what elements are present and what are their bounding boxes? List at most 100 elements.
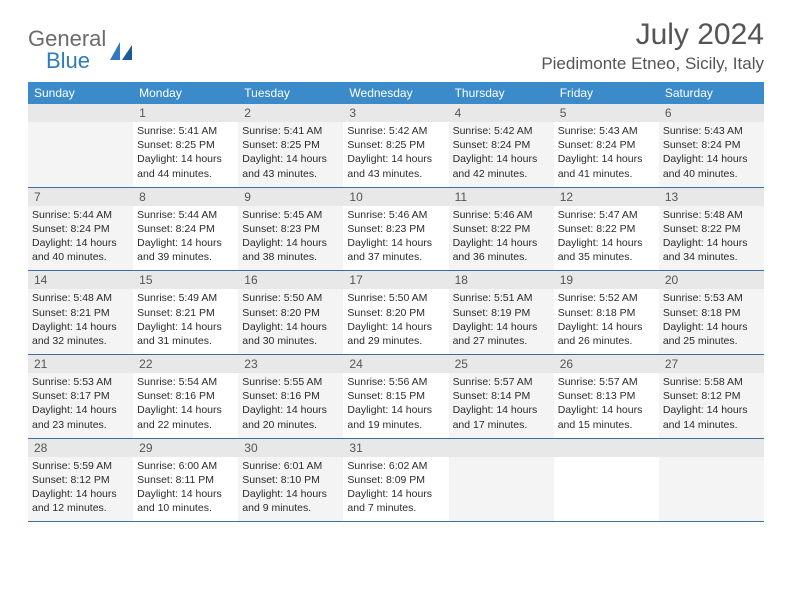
daylight-text: Daylight: 14 hours and 35 minutes. <box>558 236 655 264</box>
sunset-text: Sunset: 8:20 PM <box>242 306 339 320</box>
daylight-text: Daylight: 14 hours and 38 minutes. <box>242 236 339 264</box>
sunrise-text: Sunrise: 5:50 AM <box>347 291 444 305</box>
sunrise-text: Sunrise: 5:43 AM <box>663 124 760 138</box>
daylight-text: Daylight: 14 hours and 7 minutes. <box>347 487 444 515</box>
sunset-text: Sunset: 8:25 PM <box>137 138 234 152</box>
day-cell: Sunrise: 6:00 AMSunset: 8:11 PMDaylight:… <box>133 457 238 522</box>
daylight-text: Daylight: 14 hours and 15 minutes. <box>558 403 655 431</box>
sunrise-text: Sunrise: 5:41 AM <box>242 124 339 138</box>
calendar-grid: Sunday Monday Tuesday Wednesday Thursday… <box>28 82 764 522</box>
day-number <box>28 104 133 122</box>
daylight-text: Daylight: 14 hours and 30 minutes. <box>242 320 339 348</box>
sunset-text: Sunset: 8:24 PM <box>453 138 550 152</box>
daylight-text: Daylight: 14 hours and 39 minutes. <box>137 236 234 264</box>
sunrise-text: Sunrise: 5:59 AM <box>32 459 129 473</box>
sunrise-text: Sunrise: 6:00 AM <box>137 459 234 473</box>
day-number: 23 <box>238 355 343 373</box>
week-row: Sunrise: 5:44 AMSunset: 8:24 PMDaylight:… <box>28 206 764 272</box>
sunset-text: Sunset: 8:21 PM <box>32 306 129 320</box>
sunset-text: Sunset: 8:24 PM <box>663 138 760 152</box>
day-cell: Sunrise: 5:41 AMSunset: 8:25 PMDaylight:… <box>133 122 238 187</box>
daylight-text: Daylight: 14 hours and 43 minutes. <box>242 152 339 180</box>
sunrise-text: Sunrise: 5:46 AM <box>347 208 444 222</box>
sunset-text: Sunset: 8:12 PM <box>663 389 760 403</box>
day-number: 30 <box>238 439 343 457</box>
sunrise-text: Sunrise: 5:54 AM <box>137 375 234 389</box>
week-row: Sunrise: 5:53 AMSunset: 8:17 PMDaylight:… <box>28 373 764 439</box>
sunrise-text: Sunrise: 5:41 AM <box>137 124 234 138</box>
day-cell <box>659 457 764 522</box>
day-cell: Sunrise: 5:49 AMSunset: 8:21 PMDaylight:… <box>133 289 238 354</box>
sunrise-text: Sunrise: 5:42 AM <box>347 124 444 138</box>
sunrise-text: Sunrise: 5:44 AM <box>32 208 129 222</box>
daylight-text: Daylight: 14 hours and 40 minutes. <box>32 236 129 264</box>
sunset-text: Sunset: 8:24 PM <box>137 222 234 236</box>
daylight-text: Daylight: 14 hours and 26 minutes. <box>558 320 655 348</box>
day-number-row: 28293031 <box>28 439 764 457</box>
sunset-text: Sunset: 8:16 PM <box>242 389 339 403</box>
weeks-container: 123456Sunrise: 5:41 AMSunset: 8:25 PMDay… <box>28 104 764 522</box>
sunset-text: Sunset: 8:24 PM <box>558 138 655 152</box>
sunrise-text: Sunrise: 5:42 AM <box>453 124 550 138</box>
sunrise-text: Sunrise: 5:46 AM <box>453 208 550 222</box>
sunrise-text: Sunrise: 5:58 AM <box>663 375 760 389</box>
day-number: 1 <box>133 104 238 122</box>
day-number: 2 <box>238 104 343 122</box>
day-number-row: 123456 <box>28 104 764 122</box>
daylight-text: Daylight: 14 hours and 41 minutes. <box>558 152 655 180</box>
day-number <box>449 439 554 457</box>
sunset-text: Sunset: 8:12 PM <box>32 473 129 487</box>
day-cell: Sunrise: 5:52 AMSunset: 8:18 PMDaylight:… <box>554 289 659 354</box>
day-number <box>554 439 659 457</box>
sunrise-text: Sunrise: 5:57 AM <box>453 375 550 389</box>
day-cell: Sunrise: 5:46 AMSunset: 8:22 PMDaylight:… <box>449 206 554 271</box>
day-cell: Sunrise: 5:50 AMSunset: 8:20 PMDaylight:… <box>343 289 448 354</box>
sunset-text: Sunset: 8:25 PM <box>242 138 339 152</box>
sunrise-text: Sunrise: 5:53 AM <box>663 291 760 305</box>
day-number: 3 <box>343 104 448 122</box>
sail-icon <box>110 42 136 60</box>
sunrise-text: Sunrise: 5:44 AM <box>137 208 234 222</box>
day-cell: Sunrise: 5:43 AMSunset: 8:24 PMDaylight:… <box>554 122 659 187</box>
daylight-text: Daylight: 14 hours and 19 minutes. <box>347 403 444 431</box>
daylight-text: Daylight: 14 hours and 14 minutes. <box>663 403 760 431</box>
day-cell: Sunrise: 5:53 AMSunset: 8:17 PMDaylight:… <box>28 373 133 438</box>
month-title: July 2024 <box>541 18 764 52</box>
daylight-text: Daylight: 14 hours and 31 minutes. <box>137 320 234 348</box>
daylight-text: Daylight: 14 hours and 9 minutes. <box>242 487 339 515</box>
day-cell: Sunrise: 5:44 AMSunset: 8:24 PMDaylight:… <box>28 206 133 271</box>
sunset-text: Sunset: 8:24 PM <box>32 222 129 236</box>
sunset-text: Sunset: 8:22 PM <box>453 222 550 236</box>
day-number: 14 <box>28 271 133 289</box>
daylight-text: Daylight: 14 hours and 40 minutes. <box>663 152 760 180</box>
sunset-text: Sunset: 8:18 PM <box>558 306 655 320</box>
day-number: 21 <box>28 355 133 373</box>
daylight-text: Daylight: 14 hours and 29 minutes. <box>347 320 444 348</box>
daylight-text: Daylight: 14 hours and 36 minutes. <box>453 236 550 264</box>
daylight-text: Daylight: 14 hours and 43 minutes. <box>347 152 444 180</box>
sunset-text: Sunset: 8:22 PM <box>663 222 760 236</box>
day-number: 6 <box>659 104 764 122</box>
logo-text-block: General Blue <box>28 26 106 74</box>
sunset-text: Sunset: 8:16 PM <box>137 389 234 403</box>
day-cell: Sunrise: 5:59 AMSunset: 8:12 PMDaylight:… <box>28 457 133 522</box>
sunrise-text: Sunrise: 6:01 AM <box>242 459 339 473</box>
sunset-text: Sunset: 8:21 PM <box>137 306 234 320</box>
day-cell: Sunrise: 5:55 AMSunset: 8:16 PMDaylight:… <box>238 373 343 438</box>
weekday-label: Friday <box>554 82 659 104</box>
sunset-text: Sunset: 8:17 PM <box>32 389 129 403</box>
day-cell: Sunrise: 5:56 AMSunset: 8:15 PMDaylight:… <box>343 373 448 438</box>
day-number: 15 <box>133 271 238 289</box>
sunset-text: Sunset: 8:13 PM <box>558 389 655 403</box>
day-cell: Sunrise: 5:46 AMSunset: 8:23 PMDaylight:… <box>343 206 448 271</box>
day-number: 26 <box>554 355 659 373</box>
day-number: 4 <box>449 104 554 122</box>
daylight-text: Daylight: 14 hours and 20 minutes. <box>242 403 339 431</box>
location-label: Piedimonte Etneo, Sicily, Italy <box>541 54 764 74</box>
daylight-text: Daylight: 14 hours and 17 minutes. <box>453 403 550 431</box>
daylight-text: Daylight: 14 hours and 12 minutes. <box>32 487 129 515</box>
daylight-text: Daylight: 14 hours and 27 minutes. <box>453 320 550 348</box>
day-number: 11 <box>449 188 554 206</box>
sunset-text: Sunset: 8:11 PM <box>137 473 234 487</box>
day-cell: Sunrise: 5:41 AMSunset: 8:25 PMDaylight:… <box>238 122 343 187</box>
